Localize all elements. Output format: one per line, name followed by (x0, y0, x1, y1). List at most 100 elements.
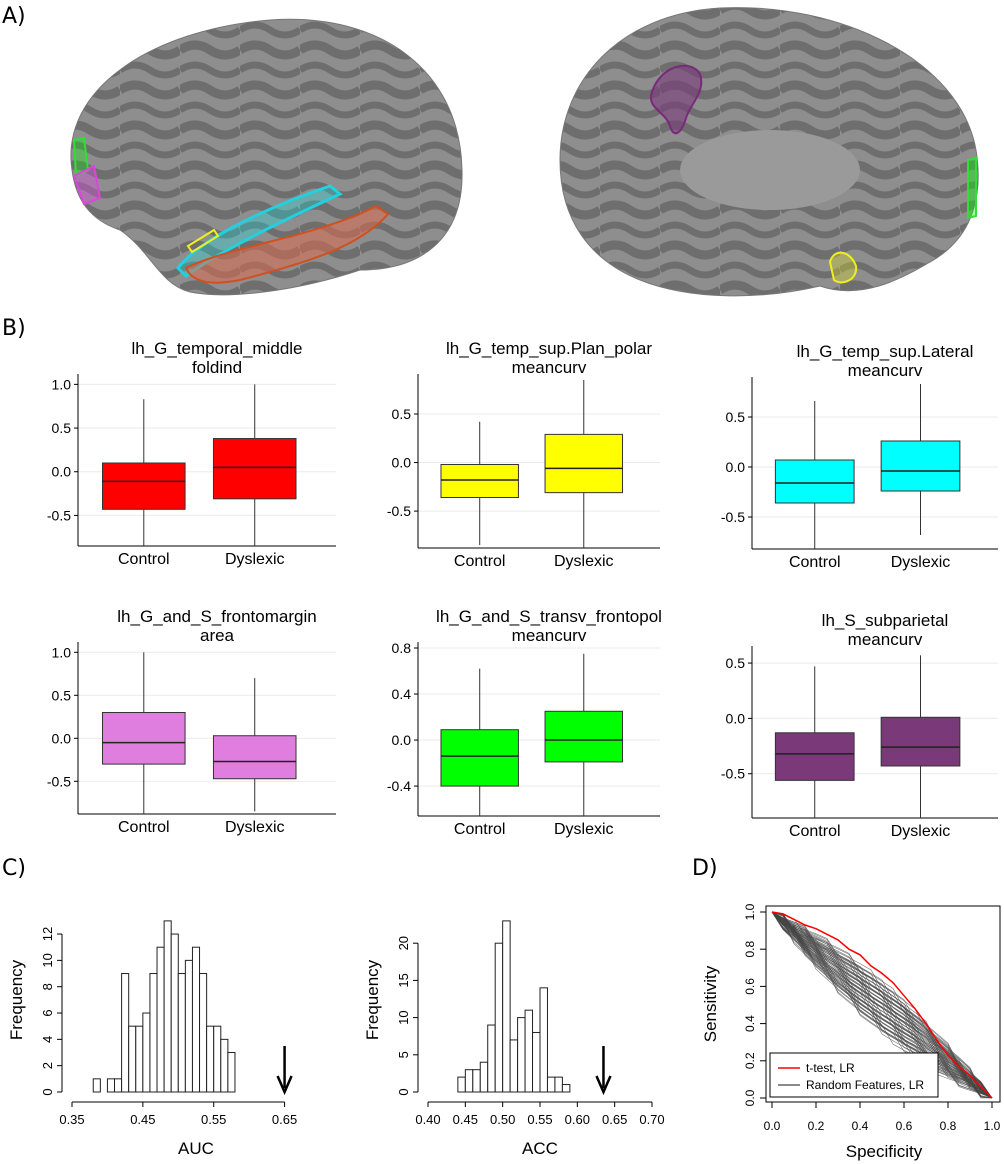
random-features-curve (771, 911, 993, 1099)
x-tick-label: 0.70 (639, 1112, 664, 1127)
y-tick-label: 0.0 (52, 464, 72, 480)
x-tick-label: 0.35 (59, 1112, 84, 1127)
random-features-curve (771, 911, 993, 1099)
random-features-curve (771, 911, 993, 1099)
random-features-curve (771, 911, 993, 1099)
random-features-curve (771, 911, 993, 1099)
histogram-bar (92, 1078, 101, 1093)
random-features-curve (771, 911, 993, 1099)
chart-title: lh_G_temp_sup.Plan_polar (446, 339, 652, 358)
histogram-acc: 0.40 0.45 0.50 0.55 0.60 0.65 0.70 0 5 10 15 20 ACC F… (363, 920, 665, 1158)
random-features-curve (771, 911, 993, 1099)
random-features-curve (771, 911, 993, 1099)
histogram-bar (517, 1017, 526, 1093)
box (102, 712, 186, 765)
random-features-curve (771, 911, 993, 1099)
x-category-label: Control (454, 821, 506, 838)
chart-subtitle: area (200, 626, 235, 645)
y-tick-label: 6 (40, 1009, 55, 1016)
random-features-curve (771, 911, 993, 1099)
y-tick-label: 10 (40, 953, 55, 967)
y-tick-label: 1.0 (743, 903, 757, 920)
random-features-curve (771, 911, 993, 1099)
y-tick-label: 0.5 (392, 406, 412, 422)
y-tick-label: 1.0 (52, 376, 72, 392)
x-tick-label: 0.45 (453, 1112, 478, 1127)
histogram-bar (227, 1052, 236, 1093)
y-tick-label: 0.0 (726, 459, 746, 475)
random-features-curve (771, 911, 993, 1099)
y-tick-label: -0.5 (47, 507, 71, 523)
histogram-bar (114, 1078, 123, 1093)
y-tick-label: 0.5 (52, 687, 72, 703)
box (880, 716, 961, 767)
histogram-bar (457, 1076, 466, 1093)
y-tick-label: 10 (396, 1010, 411, 1024)
x-tick-label: 0.4 (852, 1119, 869, 1133)
x-tick-label: 0.60 (565, 1112, 590, 1127)
random-features-curve (771, 911, 993, 1099)
y-tick-label: 0 (40, 1088, 55, 1095)
y-tick-label: 8 (40, 983, 55, 990)
chart-subtitle: foldind (192, 358, 242, 377)
green-icon (967, 156, 977, 220)
x-tick-label: 0.0 (764, 1119, 781, 1133)
box (544, 433, 623, 494)
chart-title: lh_G_temporal_middle (131, 339, 302, 358)
random-features-curve (771, 911, 993, 1099)
box (774, 459, 855, 504)
random-features-curve (771, 911, 993, 1099)
random-features-curve (771, 911, 993, 1099)
y-tick-label: 5 (396, 1051, 411, 1058)
random-features-curve (771, 911, 993, 1099)
random-features-curve (771, 911, 993, 1099)
panel-label-c: C) (2, 856, 26, 881)
box (774, 732, 855, 781)
random-features-curve (771, 911, 993, 1099)
box (440, 463, 519, 499)
y-tick-label: 0.4 (743, 1015, 757, 1032)
y-tick-label: 0.5 (52, 420, 72, 436)
y-tick-label: 0.6 (743, 978, 757, 995)
x-tick-label: 0.55 (527, 1112, 552, 1127)
legend-label-random: Random Features, LR (806, 1078, 924, 1092)
random-features-curve (771, 911, 993, 1099)
random-features-curve (771, 911, 993, 1099)
boxplot-1: 1.0 0.5 0.0 -0.5 lh_G_temporal_middlefoldind… (47, 339, 336, 568)
histogram-bar (220, 1038, 229, 1093)
histogram-bar (494, 942, 504, 1093)
x-tick-label: 0.40 (415, 1112, 440, 1127)
x-category-label: Control (118, 819, 170, 836)
box (544, 710, 623, 763)
y-tick-label: 0.8 (392, 640, 412, 656)
y-tick-label: 0.5 (726, 655, 746, 671)
random-features-curve (771, 911, 993, 1099)
random-features-curve (771, 911, 993, 1099)
random-features-curve (771, 911, 993, 1099)
chart-title: lh_S_subparietal (822, 611, 949, 630)
y-tick-label: 1.0 (52, 644, 72, 660)
random-features-curve (771, 911, 993, 1099)
orange-icon (184, 204, 390, 284)
y-axis-label: Frequency (7, 959, 26, 1040)
y-tick-label: 0.0 (743, 1089, 757, 1106)
random-features-curve (771, 911, 993, 1099)
x-tick-label: 0.65 (272, 1112, 297, 1127)
histogram-bar (213, 1025, 222, 1093)
histogram-bar (472, 1069, 481, 1093)
lateral-brain (70, 18, 463, 296)
histogram-bar (191, 946, 201, 1093)
panel-label-a: A) (2, 4, 26, 29)
y-tick-label: 0.0 (392, 455, 412, 471)
random-features-curve (771, 911, 993, 1099)
random-features-curve (771, 911, 993, 1099)
x-category-label: Control (454, 553, 506, 570)
random-features-curve (771, 911, 993, 1099)
random-features-curve (771, 911, 993, 1099)
x-tick-label: 0.45 (130, 1112, 155, 1127)
box (102, 462, 186, 510)
random-features-curve (771, 911, 993, 1099)
arrow-head (276, 1075, 293, 1096)
y-tick-label: 0.2 (743, 1052, 757, 1069)
random-features-curve (771, 911, 993, 1099)
